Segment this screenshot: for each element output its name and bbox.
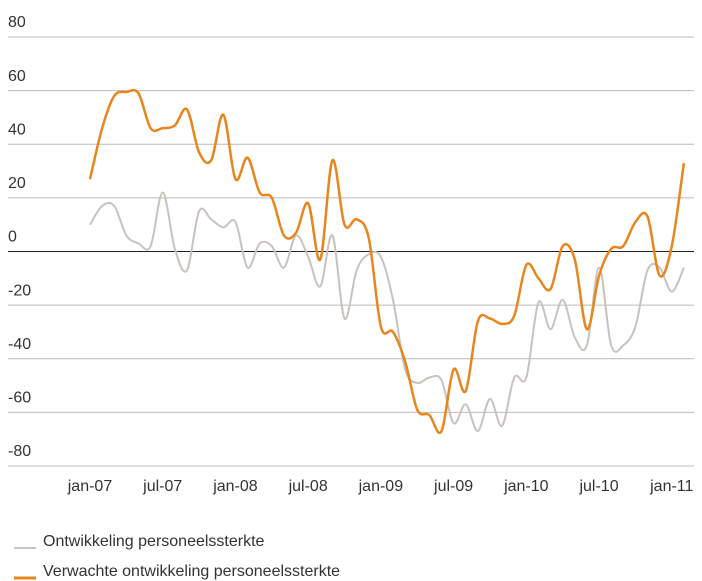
- x-tick-label: jul-09: [433, 478, 473, 495]
- y-tick-label: 0: [8, 229, 17, 246]
- series-line: [88, 88, 686, 435]
- x-tick-label: jul-07: [142, 478, 182, 495]
- y-tick-label: 80: [8, 14, 26, 31]
- x-tick-label: jan-07: [67, 478, 113, 495]
- x-tick-label: jan-11: [649, 478, 693, 495]
- x-tick-label: jan-09: [358, 478, 404, 495]
- legend-label: Verwachte ontwikkeling personeelssterkte: [43, 563, 340, 580]
- series-line: [89, 191, 685, 433]
- x-tick-label: jul-08: [288, 478, 328, 495]
- y-tick-label: -40: [8, 336, 31, 353]
- y-tick-label: 60: [8, 68, 26, 85]
- y-tick-label: 20: [8, 175, 26, 192]
- y-tick-label: -80: [8, 443, 31, 460]
- y-tick-label: -20: [8, 282, 31, 299]
- x-tick-label: jul-10: [578, 478, 618, 495]
- y-tick-label: 40: [8, 121, 26, 138]
- y-tick-label: -60: [8, 390, 31, 407]
- x-tick-label: jan-10: [503, 478, 549, 495]
- x-tick-label: jan-08: [212, 478, 258, 495]
- legend-label: Ontwikkeling personeelssterkte: [43, 533, 265, 550]
